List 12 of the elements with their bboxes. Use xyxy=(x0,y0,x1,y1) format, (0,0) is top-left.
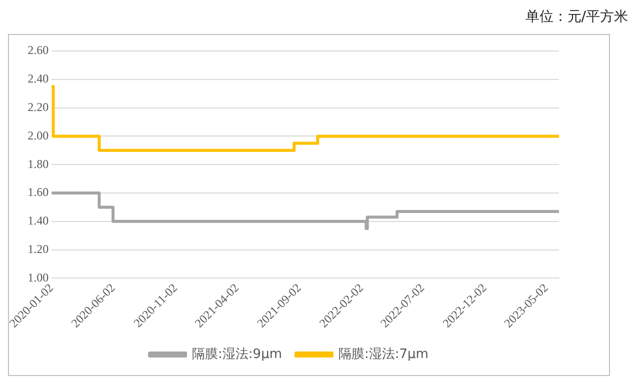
y-tick-label: 2.40 xyxy=(28,72,49,86)
text: 单位：元/平方米 xyxy=(525,9,628,25)
y-tick-label: 1.20 xyxy=(28,242,49,256)
y-tick-label: 2.60 xyxy=(28,43,49,58)
y-tick-label: 1.00 xyxy=(28,270,49,284)
y-tick-label: 2.00 xyxy=(28,128,49,142)
y-tick-label: 1.60 xyxy=(28,185,49,200)
y-tick-label: 1.80 xyxy=(28,156,49,171)
legend-label: 隔膜:湿法:9μm xyxy=(192,346,282,362)
y-tick-label: 2.20 xyxy=(28,100,49,114)
legend-label: 隔膜:湿法:7μm xyxy=(338,346,428,362)
y-tick-label: 1.40 xyxy=(28,214,49,228)
